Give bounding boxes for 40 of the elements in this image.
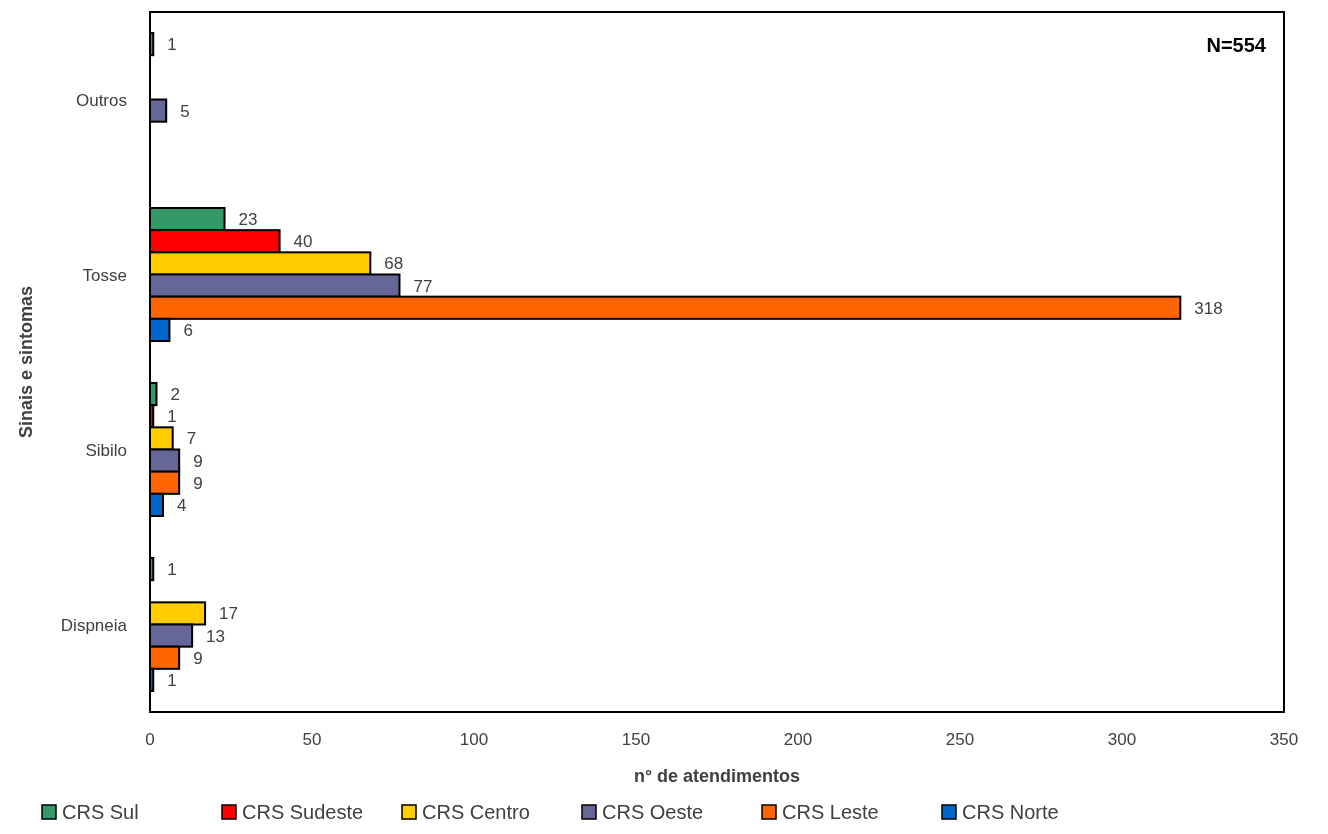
data-label: 9	[193, 648, 203, 668]
legend-label: CRS Oeste	[602, 801, 704, 823]
legend-label: CRS Sul	[62, 801, 139, 823]
y-tick-label: Outros	[75, 90, 127, 110]
x-tick-label: 100	[459, 730, 489, 749]
data-label: 9	[193, 473, 203, 493]
data-label: 1	[167, 35, 177, 55]
x-tick-label: 50	[302, 730, 322, 749]
data-label: 2	[170, 385, 180, 405]
legend-label: CRS Norte	[962, 801, 1059, 823]
x-axis-title: n° de atendimentos	[633, 766, 801, 786]
data-label: 6	[183, 320, 193, 340]
y-tick-label: Dispneia	[60, 615, 128, 635]
data-label: 4	[176, 495, 187, 515]
x-tick-label: 300	[1107, 730, 1137, 749]
data-label: 17	[219, 604, 238, 624]
data-label: 1	[167, 670, 177, 690]
data-label: 23	[238, 210, 258, 230]
data-label: 7	[186, 429, 197, 449]
x-tick-label: 150	[621, 730, 651, 749]
x-tick-label: 250	[945, 730, 975, 749]
data-label: 77	[413, 276, 433, 296]
y-tick-label: Sibilo	[85, 440, 127, 460]
data-label: 68	[384, 254, 404, 274]
data-label: 13	[206, 626, 226, 646]
y-tick-label: Tosse	[82, 265, 127, 285]
legend-label: CRS Sudeste	[242, 801, 364, 823]
x-tick-label: 0	[145, 730, 155, 749]
data-label: 1	[167, 560, 177, 580]
legend-label: CRS Leste	[782, 801, 879, 823]
data-label: 1	[167, 407, 177, 427]
annotation: N=554	[1206, 34, 1267, 56]
data-label: 5	[180, 101, 190, 121]
data-label: 318	[1194, 298, 1223, 318]
legend-label: CRS Centro	[422, 801, 530, 823]
x-tick-label: 350	[1269, 730, 1299, 749]
data-label: 40	[293, 232, 313, 252]
y-axis-title: Sinais e sintomas	[16, 285, 36, 439]
x-tick-label: 200	[783, 730, 813, 749]
data-label: 9	[193, 451, 203, 471]
